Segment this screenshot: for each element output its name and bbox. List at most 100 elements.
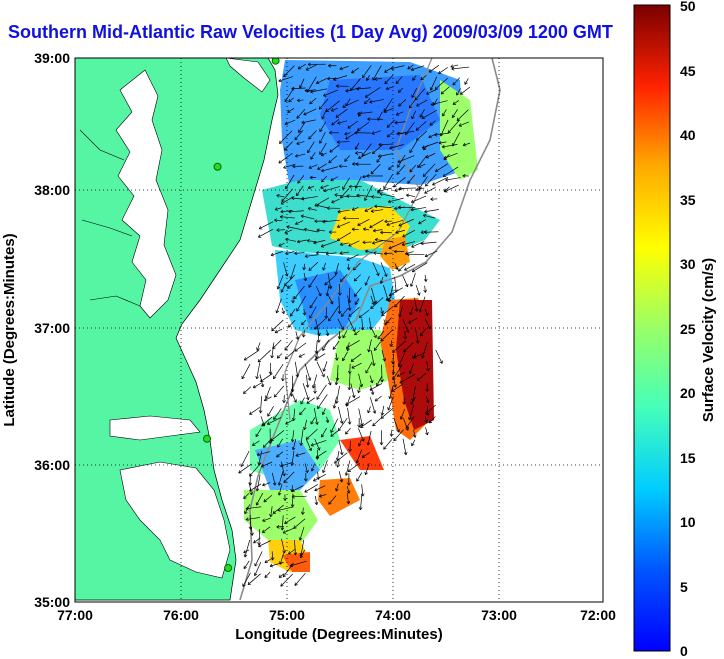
velocity-arrowhead <box>322 219 326 224</box>
velocity-arrow <box>424 250 438 257</box>
velocity-arrow <box>336 450 340 461</box>
velocity-arrowhead <box>451 66 455 71</box>
velocity-arrowhead <box>295 154 299 158</box>
velocity-arrow <box>316 361 325 377</box>
velocity-arrowhead <box>243 549 247 554</box>
velocity-arrow <box>309 306 317 319</box>
velocity-arrow <box>337 417 348 432</box>
velocity-arrowhead <box>241 375 245 380</box>
velocity-arrow <box>383 285 389 302</box>
velocity-arrowhead <box>288 98 292 103</box>
velocity-arrowhead <box>282 530 287 534</box>
velocity-arrow <box>415 187 425 191</box>
velocity-arrowhead <box>291 86 295 91</box>
velocity-arrowhead <box>351 394 356 398</box>
velocity-arrow <box>411 439 416 447</box>
velocity-arrowhead <box>270 557 275 561</box>
velocity-arrowhead <box>357 127 361 131</box>
velocity-arrow <box>284 350 295 360</box>
velocity-arrow <box>295 220 304 225</box>
velocity-arrowhead <box>428 420 433 424</box>
velocity-arrow <box>284 229 293 234</box>
velocity-arrow <box>344 155 350 162</box>
velocity-arrowhead <box>280 463 284 468</box>
velocity-arrow <box>303 228 319 233</box>
velocity-arrow <box>377 187 382 194</box>
velocity-arrowhead <box>403 451 408 456</box>
velocity-arrow <box>315 341 318 354</box>
velocity-arrowhead <box>301 511 305 515</box>
velocity-arrow <box>282 527 295 534</box>
velocity-arrowhead <box>304 254 308 258</box>
velocity-arrowhead <box>318 292 322 297</box>
velocity-arrowhead <box>354 146 359 150</box>
velocity-arrow <box>291 450 295 466</box>
velocity-arrow <box>356 87 372 90</box>
velocity-arrow <box>304 363 311 381</box>
velocity-arrowhead <box>263 498 267 503</box>
velocity-arrowhead <box>358 155 362 160</box>
velocity-arrow <box>445 177 461 181</box>
velocity-arrow <box>271 472 276 486</box>
velocity-arrow <box>306 428 318 440</box>
velocity-arrow <box>264 571 271 578</box>
velocity-arrowhead <box>347 386 352 390</box>
velocity-arrowhead <box>357 389 361 394</box>
velocity-arrow <box>420 75 427 81</box>
velocity-arrowhead <box>297 180 301 184</box>
velocity-arrow <box>348 372 351 390</box>
velocity-arrow <box>241 363 251 379</box>
velocity-arrowhead <box>314 219 318 224</box>
velocity-arrowhead <box>301 120 305 125</box>
velocity-arrow <box>369 99 384 103</box>
velocity-arrowhead <box>345 88 349 93</box>
y-tick-label: 35:00 <box>34 594 70 610</box>
velocity-arrow <box>408 405 414 421</box>
velocity-arrow <box>348 306 360 317</box>
velocity-arrow <box>278 483 283 496</box>
velocity-arrow <box>284 339 293 351</box>
velocity-arrow <box>297 64 306 70</box>
velocity-arrow <box>398 187 417 189</box>
velocity-arrow <box>292 439 297 451</box>
velocity-arrow <box>438 67 448 75</box>
velocity-arrow <box>314 485 326 491</box>
velocity-arrow <box>336 385 340 404</box>
velocity-arrowhead <box>272 482 277 486</box>
velocity-arrow <box>365 250 373 254</box>
velocity-arrowhead <box>348 448 352 452</box>
velocity-arrow <box>420 241 437 244</box>
velocity-arrow <box>424 209 439 213</box>
velocity-arrow <box>319 142 327 155</box>
velocity-arrowhead <box>413 355 417 359</box>
velocity-arrow <box>317 163 327 170</box>
velocity-arrow <box>370 164 381 175</box>
velocity-arrow <box>273 408 282 420</box>
velocity-arrow <box>386 317 392 324</box>
velocity-arrowhead <box>397 89 402 93</box>
velocity-arrowhead <box>345 402 349 406</box>
velocity-arrowhead <box>374 204 378 209</box>
velocity-arrow <box>294 342 307 352</box>
velocity-arrowhead <box>380 412 385 416</box>
velocity-arrow <box>291 87 306 90</box>
velocity-arrowhead <box>277 508 281 512</box>
velocity-arrowhead <box>385 86 390 91</box>
velocity-arrow <box>270 430 285 442</box>
velocity-arrowhead <box>355 460 360 464</box>
velocity-arrowhead <box>305 384 310 388</box>
velocity-arrow <box>278 76 293 82</box>
velocity-arrow <box>383 319 387 326</box>
velocity-arrow <box>320 240 338 247</box>
velocity-arrow <box>299 78 305 89</box>
velocity-arrow <box>326 252 337 255</box>
velocity-arrow <box>319 131 326 144</box>
velocity-arrow <box>281 307 285 314</box>
velocity-arrow <box>300 397 305 405</box>
velocity-arrowhead <box>462 142 467 147</box>
velocity-arrow <box>331 198 340 204</box>
velocity-arrowhead <box>359 383 364 388</box>
velocity-arrowhead <box>282 399 286 403</box>
velocity-arrow <box>354 298 360 305</box>
velocity-arrow <box>353 262 361 271</box>
